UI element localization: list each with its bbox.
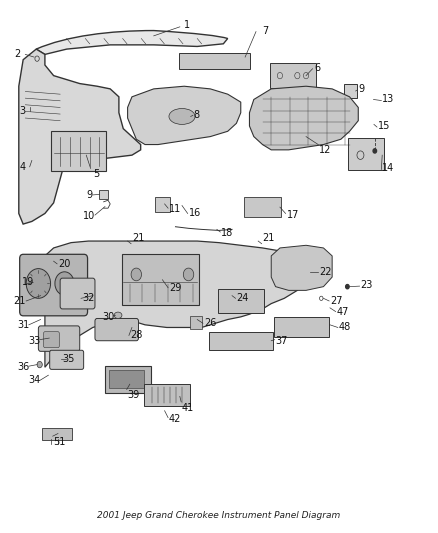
FancyBboxPatch shape — [110, 370, 144, 389]
Text: 2: 2 — [15, 50, 21, 59]
Text: 23: 23 — [360, 280, 373, 290]
Text: 3: 3 — [19, 106, 25, 116]
Circle shape — [37, 361, 42, 368]
FancyBboxPatch shape — [44, 332, 59, 348]
Text: 35: 35 — [62, 354, 75, 364]
Text: 39: 39 — [127, 390, 140, 400]
Text: 13: 13 — [382, 94, 395, 104]
Ellipse shape — [169, 109, 195, 124]
Text: 21: 21 — [262, 232, 275, 243]
Text: 32: 32 — [82, 293, 94, 303]
PathPatch shape — [19, 49, 141, 224]
Circle shape — [131, 268, 141, 281]
FancyBboxPatch shape — [155, 197, 170, 212]
FancyBboxPatch shape — [39, 326, 80, 351]
Circle shape — [26, 269, 50, 298]
Circle shape — [373, 149, 377, 153]
Text: 19: 19 — [22, 277, 34, 287]
Circle shape — [184, 268, 194, 281]
FancyBboxPatch shape — [244, 197, 281, 217]
PathPatch shape — [45, 241, 306, 367]
Text: 17: 17 — [286, 209, 299, 220]
FancyBboxPatch shape — [218, 289, 264, 313]
Text: 42: 42 — [169, 414, 181, 424]
FancyBboxPatch shape — [60, 278, 95, 309]
FancyBboxPatch shape — [105, 366, 151, 393]
FancyBboxPatch shape — [95, 318, 138, 341]
Text: 12: 12 — [319, 144, 332, 155]
Text: 9: 9 — [358, 84, 364, 94]
PathPatch shape — [250, 86, 358, 150]
PathPatch shape — [36, 30, 228, 54]
FancyBboxPatch shape — [144, 384, 190, 406]
FancyBboxPatch shape — [348, 138, 384, 170]
Text: 30: 30 — [102, 312, 115, 322]
Text: 16: 16 — [188, 208, 201, 219]
FancyBboxPatch shape — [190, 316, 202, 328]
Text: 28: 28 — [130, 330, 142, 341]
FancyBboxPatch shape — [344, 84, 357, 98]
FancyBboxPatch shape — [274, 317, 329, 337]
Text: 10: 10 — [83, 211, 95, 221]
Text: 24: 24 — [237, 293, 249, 303]
Ellipse shape — [114, 312, 122, 318]
Text: 41: 41 — [182, 403, 194, 413]
Text: 37: 37 — [276, 336, 288, 346]
Text: 4: 4 — [19, 162, 25, 172]
Text: 21: 21 — [13, 296, 25, 306]
Text: 14: 14 — [382, 164, 395, 173]
Text: 1: 1 — [184, 20, 190, 30]
Text: 8: 8 — [193, 110, 199, 120]
Text: 21: 21 — [132, 232, 145, 243]
FancyBboxPatch shape — [122, 254, 198, 305]
Text: 15: 15 — [378, 121, 390, 131]
Text: 29: 29 — [169, 282, 181, 293]
Text: 47: 47 — [336, 306, 349, 317]
Text: 5: 5 — [93, 169, 99, 180]
Text: 51: 51 — [53, 437, 66, 447]
Circle shape — [55, 272, 74, 295]
FancyBboxPatch shape — [42, 428, 72, 440]
Text: 48: 48 — [339, 322, 351, 333]
PathPatch shape — [271, 245, 332, 290]
Text: 36: 36 — [18, 362, 30, 372]
Text: 22: 22 — [319, 267, 332, 277]
FancyBboxPatch shape — [209, 332, 272, 350]
FancyBboxPatch shape — [51, 131, 106, 171]
Text: 20: 20 — [58, 259, 71, 269]
Text: 2001 Jeep Grand Cherokee Instrument Panel Diagram: 2001 Jeep Grand Cherokee Instrument Pane… — [97, 511, 341, 520]
Text: 34: 34 — [28, 375, 41, 385]
FancyBboxPatch shape — [99, 190, 108, 199]
FancyBboxPatch shape — [20, 254, 88, 316]
Text: 27: 27 — [330, 296, 343, 306]
FancyBboxPatch shape — [270, 63, 316, 88]
Text: 11: 11 — [169, 204, 181, 214]
PathPatch shape — [127, 86, 241, 144]
FancyBboxPatch shape — [49, 350, 84, 369]
Text: 26: 26 — [204, 318, 216, 328]
Text: 7: 7 — [262, 26, 269, 36]
Text: 31: 31 — [18, 320, 30, 330]
Circle shape — [346, 285, 349, 289]
Text: 9: 9 — [87, 190, 93, 200]
Text: 33: 33 — [28, 336, 41, 346]
Text: 18: 18 — [221, 228, 233, 238]
FancyBboxPatch shape — [179, 53, 251, 69]
Text: 6: 6 — [315, 63, 321, 72]
